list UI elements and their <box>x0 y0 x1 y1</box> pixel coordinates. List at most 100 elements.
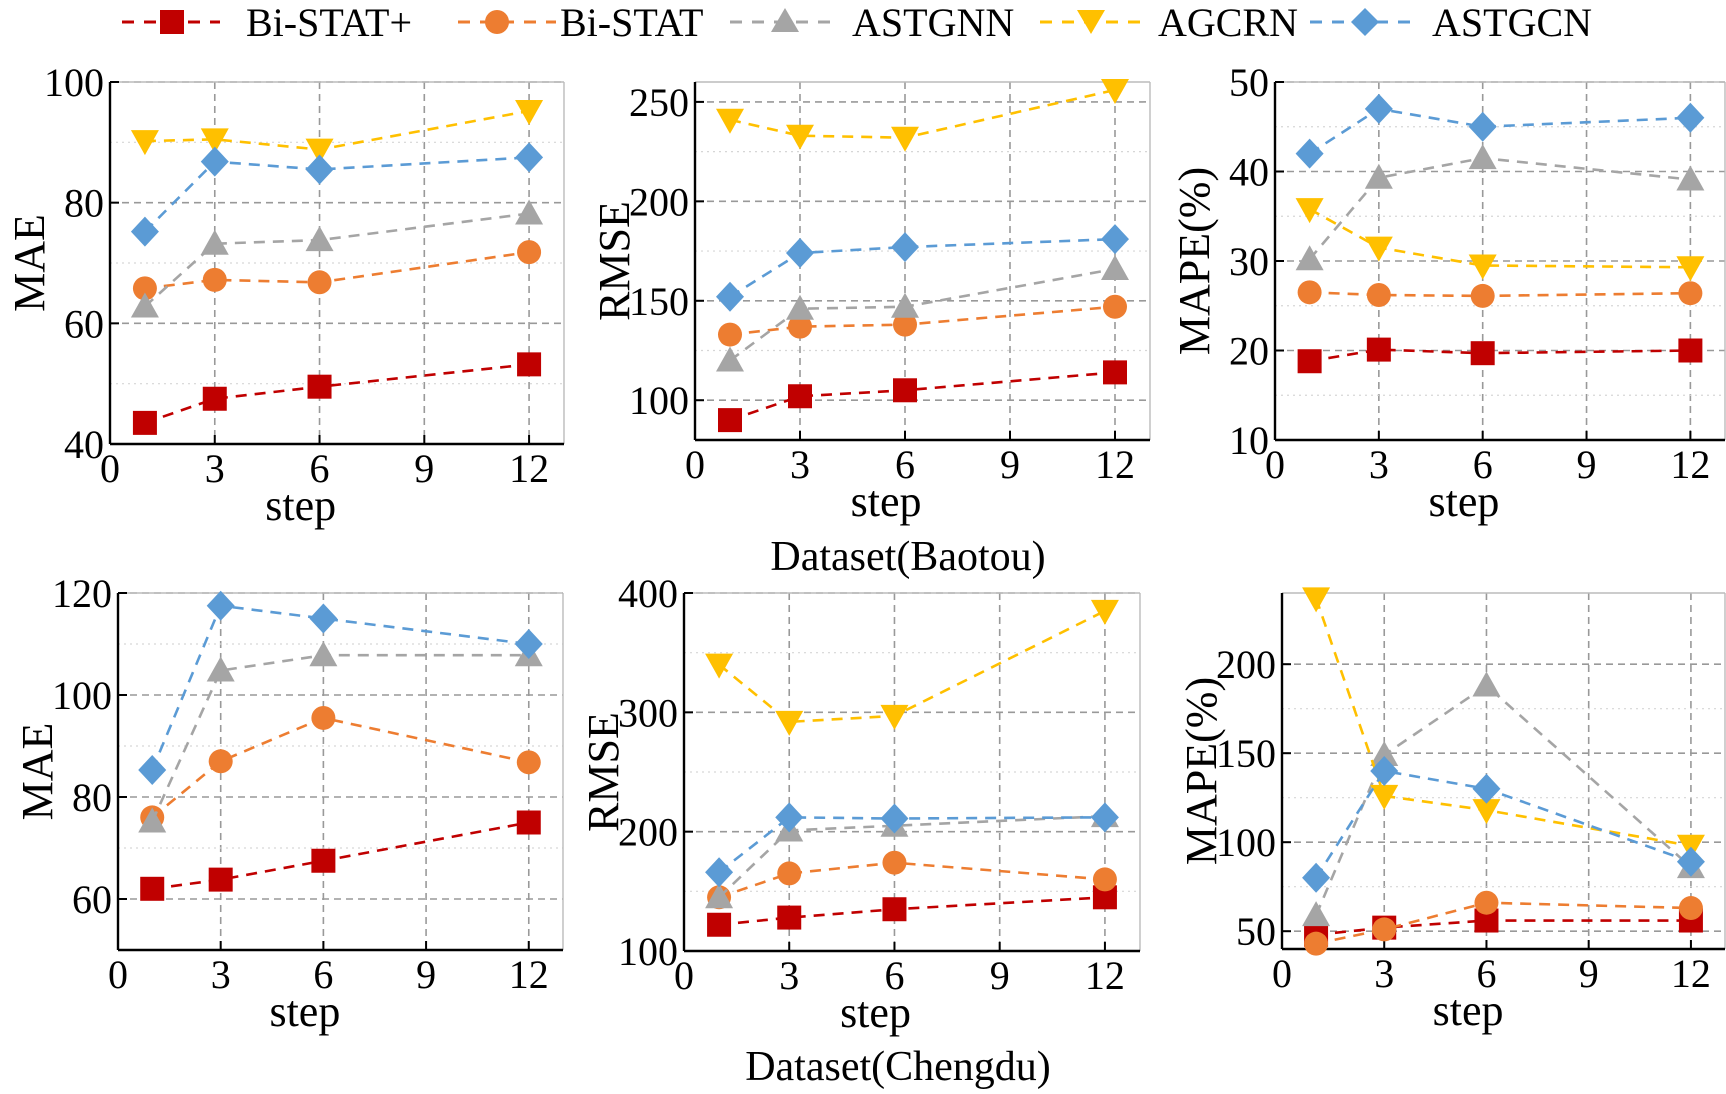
x-axis-label: step <box>840 988 911 1037</box>
series-line-astgnn <box>1314 683 1692 916</box>
series-bi-stat-plus <box>707 885 1117 937</box>
data-point-astgnn <box>138 807 167 833</box>
legend-item-astgcn: ASTGCN <box>1310 0 1592 45</box>
y-tick-label: 60 <box>64 301 104 346</box>
series-line-astgcn <box>1308 107 1691 155</box>
y-tick-label: 50 <box>1236 909 1276 954</box>
data-point-agcrn <box>880 704 909 730</box>
data-point-bi-stat-plus <box>202 386 227 411</box>
data-point-astgnn <box>1295 245 1324 271</box>
data-point-agcrn <box>305 138 334 164</box>
y-axis-label: MAPE(%) <box>1170 167 1219 355</box>
data-point-bi-stat-plus <box>307 374 332 399</box>
x-tick-label: 12 <box>1095 442 1135 487</box>
data-point-bi-stat-plus <box>788 384 812 409</box>
data-point-astgnn <box>1101 254 1129 280</box>
data-point-agcrn <box>515 99 544 125</box>
data-point-astgnn <box>130 292 159 318</box>
data-point-astgcn <box>200 146 229 177</box>
y-tick-label: 250 <box>629 80 689 125</box>
data-point-bi-stat-plus <box>132 410 157 435</box>
data-point-agcrn <box>891 126 919 152</box>
legend-item-bi-stat: Bi-STAT <box>458 0 703 45</box>
y-tick-label: 200 <box>618 810 678 855</box>
data-point-bi-stat-plus <box>777 905 802 930</box>
y-tick-label: 80 <box>64 181 104 226</box>
chart-baotou-mape: 10 20 30 40 50 0 3 6 9 12 step MAPE(%) <box>1170 60 1726 526</box>
legend-marker-astgnn <box>771 8 799 32</box>
data-point-agcrn <box>1676 256 1705 282</box>
data-point-bi-stat <box>1366 283 1391 308</box>
x-tick-label: 12 <box>1670 442 1710 487</box>
data-point-bi-stat-plus <box>517 352 542 377</box>
x-tick-label: 3 <box>1369 442 1389 487</box>
data-point-bi-stat <box>1103 294 1127 319</box>
data-point-bi-stat-plus <box>707 912 732 937</box>
y-axis-label: MAPE(%) <box>1177 677 1226 865</box>
data-point-agcrn <box>1472 799 1501 825</box>
y-tick-label: 50 <box>1229 60 1269 105</box>
series-line-bi-stat <box>718 861 1106 899</box>
data-point-astgcn <box>1090 802 1119 833</box>
y-tick-label: 120 <box>52 571 112 616</box>
data-point-bi-stat-plus <box>1366 337 1391 362</box>
series-line-bi-stat <box>151 716 530 819</box>
series-line-bi-stat-plus <box>152 821 530 891</box>
x-tick-label: 9 <box>416 952 436 997</box>
data-point-bi-stat-plus <box>516 810 541 835</box>
series-line-agcrn <box>729 88 1116 139</box>
data-point-bi-stat <box>132 276 157 301</box>
data-point-agcrn <box>1468 254 1497 280</box>
data-point-agcrn <box>1364 236 1393 262</box>
y-tick-label: 80 <box>72 775 112 820</box>
series-line-astgnn <box>1308 156 1691 261</box>
series-agcrn <box>705 599 1119 736</box>
series-line-bi-stat <box>144 250 530 290</box>
chart-chengdu-rmse: 100 200 300 400 0 3 6 9 12 step RMSE <box>579 571 1141 1037</box>
legend-label-astgcn: ASTGCN <box>1432 0 1592 45</box>
x-tick-label: 3 <box>790 442 810 487</box>
data-point-bi-stat <box>311 705 336 730</box>
series-agcrn <box>1295 198 1705 282</box>
x-tick-label: 3 <box>1374 951 1394 996</box>
series-bi-stat <box>1304 890 1703 956</box>
legend: Bi-STAT+ Bi-STAT ASTGNN AGCRN ASTGCN <box>122 0 1592 45</box>
data-point-astgcn <box>1468 111 1497 142</box>
data-point-bi-stat <box>516 750 541 775</box>
x-axis-label: step <box>265 481 336 530</box>
data-point-astgnn <box>1364 163 1393 189</box>
series-astgnn <box>130 199 544 318</box>
x-tick-label: 0 <box>685 442 705 487</box>
x-tick-label: 9 <box>1577 442 1597 487</box>
data-point-bi-stat <box>1304 931 1329 956</box>
y-axis-label: MAE <box>13 723 62 821</box>
x-tick-label: 6 <box>310 446 330 491</box>
series-astgcn <box>1302 756 1705 893</box>
x-tick-label: 6 <box>884 953 904 998</box>
series-line-astgcn <box>1314 769 1692 879</box>
data-point-astgcn <box>305 154 334 185</box>
data-point-agcrn <box>1302 587 1331 613</box>
series-astgnn <box>1295 144 1705 271</box>
x-axis-label: step <box>1429 477 1500 526</box>
legend-marker-bi-stat <box>485 10 509 34</box>
data-point-bi-stat-plus <box>1470 341 1495 366</box>
data-point-bi-stat <box>1470 283 1495 308</box>
data-point-bi-stat <box>208 749 233 774</box>
series-line-astgnn <box>144 212 530 308</box>
series-astgnn <box>716 254 1129 372</box>
series-bi-stat-plus <box>132 352 542 435</box>
caption-baotou: Dataset(Baotou) <box>770 534 1045 580</box>
y-axis-label: RMSE <box>590 201 639 321</box>
data-point-bi-stat <box>1474 890 1499 915</box>
x-tick-label: 9 <box>414 446 434 491</box>
data-point-astgcn <box>705 857 734 888</box>
data-point-agcrn <box>786 124 814 150</box>
data-point-bi-stat <box>882 850 907 875</box>
data-point-bi-stat-plus <box>140 876 165 901</box>
data-point-astgnn <box>786 294 814 320</box>
data-point-astgnn <box>200 229 229 255</box>
grid <box>695 82 1150 440</box>
series-astgcn <box>130 142 544 247</box>
series-astgcn <box>716 224 1129 312</box>
